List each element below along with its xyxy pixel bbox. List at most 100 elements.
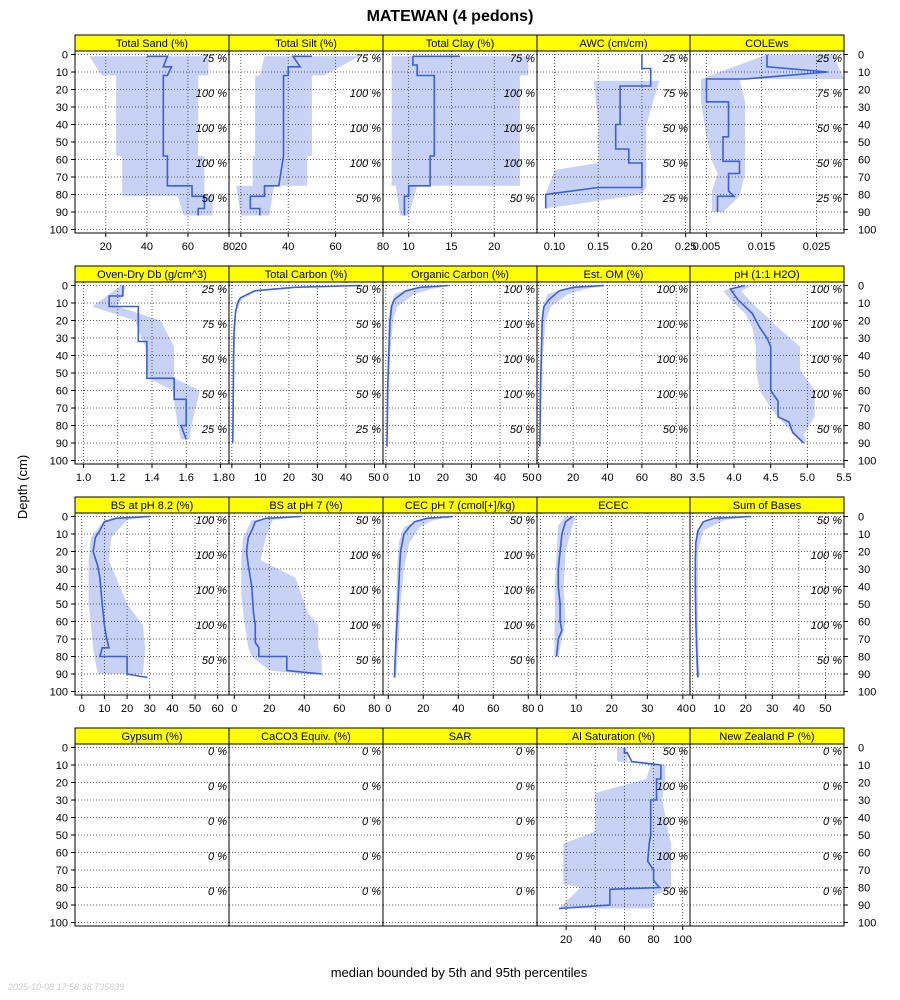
data-count-label: 50 % [356,389,381,401]
data-count-label: 25 % [201,424,227,436]
data-count-label: 0 % [362,746,381,758]
y-tick-label: 20 [858,547,870,559]
data-count-label: 100 % [504,585,535,597]
x-tick-label: 0 [231,703,237,715]
data-count-label: 100 % [657,781,688,793]
data-count-label: 100 % [657,816,688,828]
y-tick-label: 80 [858,190,870,202]
x-tick-label: 40 [340,472,352,484]
y-tick-label: 20 [56,316,68,328]
x-tick-label: 1.6 [179,472,194,484]
data-count-label: 0 % [823,816,842,828]
median-line [108,285,187,440]
y-tick-label: 70 [858,634,870,646]
x-tick-label: 10 [713,703,725,715]
data-count-label: 0 % [362,851,381,863]
data-count-label: 50 % [663,746,688,758]
y-tick-label: 50 [858,830,870,842]
data-count-label: 50 % [356,284,381,296]
x-tick-label: 50 [819,703,831,715]
x-tick-label: 20 [740,703,752,715]
data-count-label: 50 % [202,193,227,205]
data-count-label: 100 % [504,389,535,401]
panel-strip-label: Sum of Bases [733,500,802,512]
y-tick-label: 50 [858,368,870,380]
data-count-label: 75 % [510,53,535,65]
x-tick-label: 100 [674,934,692,946]
y-tick-label: 70 [858,172,870,184]
data-count-label: 50 % [663,123,688,135]
y-tick-label: 30 [858,102,870,114]
y-tick-label: 60 [56,848,68,860]
x-tick-label: 40 [601,472,613,484]
data-count-label: 25 % [816,53,842,65]
panel: AWC (cm/cm) 25 % 75 % 50 % 50 % 25 % 0.10 0.15 0… [536,34,696,253]
data-count-label: 100 % [657,389,688,401]
x-tick-label: 80 [522,703,534,715]
data-count-label: 25 % [201,284,227,296]
data-count-label: 50 % [202,389,227,401]
percentile-band [89,56,213,216]
y-tick-label: 60 [858,155,870,167]
y-tick-label: 10 [858,529,870,541]
data-count-label: 75 % [356,53,381,65]
y-tick-label: 100 [858,225,876,237]
data-count-label: 100 % [196,550,227,562]
x-tick-label: 0 [690,703,696,715]
y-tick-label: 100 [50,456,68,468]
data-count-label: 100 % [657,319,688,331]
x-tick-label: 30 [311,472,323,484]
data-count-label: 50 % [817,655,842,667]
panel-frame [689,743,845,927]
panel: Sum of Bases 50 % 100 % 100 % 100 % 50 % 0 10 20… [689,496,845,715]
panel-strip-label: Total Carbon (%) [265,269,348,281]
y-tick-label: 100 [858,687,876,699]
panel-strip-label: pH (1:1 H2O) [734,269,799,281]
panel: Total Silt (%) 75 % 100 % 100 % 100 % 50 % 20 4… [228,34,389,253]
data-count-label: 25 % [662,53,688,65]
data-count-label: 50 % [663,886,688,898]
y-tick-label: 60 [858,386,870,398]
data-count-label: 100 % [811,585,842,597]
data-count-label: 0 % [208,781,227,793]
x-tick-label: 5.0 [800,472,815,484]
x-tick-label: 60 [636,472,648,484]
data-count-label: 100 % [811,284,842,296]
data-count-label: 100 % [196,620,227,632]
x-tick-label: 60 [329,241,341,253]
y-tick-label: 30 [858,333,870,345]
median-line [403,55,460,216]
x-tick-label: 20 [100,241,112,253]
percentile-band [241,516,322,674]
x-tick-label: 60 [333,703,345,715]
x-tick-label: 0.015 [748,241,776,253]
y-tick-label: 50 [858,137,870,149]
y-tick-label: 0 [858,281,864,293]
y-tick-label: 90 [56,900,68,912]
y-tick-label: 20 [56,85,68,97]
panel-frame [382,743,538,927]
x-tick-label: 20 [235,241,247,253]
panel: CaCO3 Equiv. (%) 0 % 0 % 0 % 0 % 0 % [228,727,384,927]
data-count-label: 50 % [663,424,688,436]
y-tick-label: 100 [50,918,68,930]
x-tick-label: 60 [618,934,630,946]
x-tick-label: 15 [445,241,457,253]
data-count-label: 50 % [202,655,227,667]
data-count-label: 100 % [504,354,535,366]
data-count-label: 100 % [657,354,688,366]
panel-strip-label: New Zealand P (%) [719,731,814,743]
percentile-band [558,747,672,909]
x-tick-label: 30 [641,703,653,715]
y-tick-label: 0 [858,743,864,755]
panel: New Zealand P (%) 0 % 0 % 0 % 0 % 0 % [689,727,845,927]
data-count-label: 50 % [817,424,842,436]
data-count-label: 25 % [355,424,381,436]
data-count-label: 100 % [811,620,842,632]
data-count-label: 100 % [196,585,227,597]
y-tick-label: 70 [56,172,68,184]
percentile-band [545,54,660,209]
data-count-label: 100 % [811,550,842,562]
x-tick-label: 80 [647,934,659,946]
y-tick-label: 80 [56,652,68,664]
